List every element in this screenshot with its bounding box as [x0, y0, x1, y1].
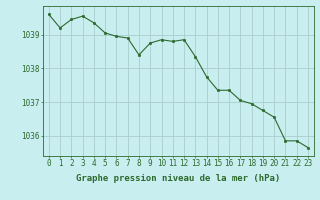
X-axis label: Graphe pression niveau de la mer (hPa): Graphe pression niveau de la mer (hPa) — [76, 174, 281, 183]
